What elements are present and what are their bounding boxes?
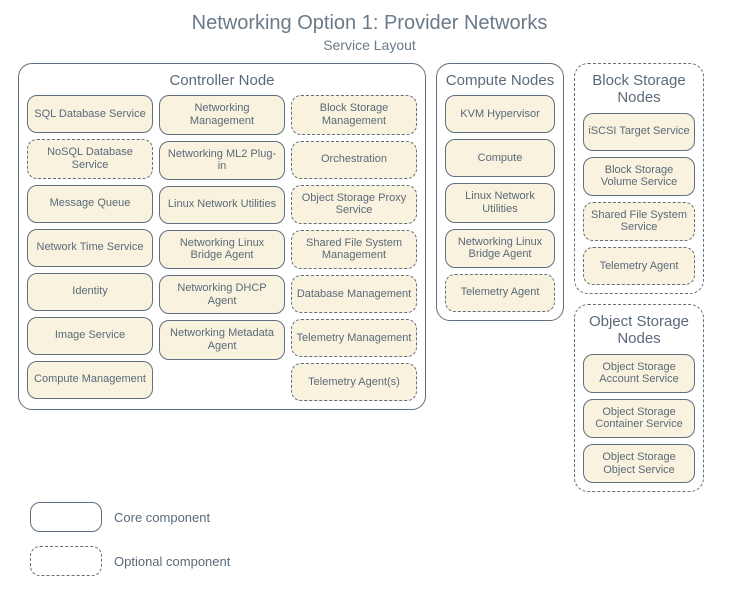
legend-swatch-core (30, 502, 102, 532)
component: Linux Network Utilities (159, 186, 285, 224)
component: Telemetry Agent (445, 274, 555, 312)
component: SQL Database Service (27, 95, 153, 133)
group-title-controller: Controller Node (27, 72, 417, 89)
legend-label-core: Core component (114, 510, 210, 525)
component: Compute (445, 139, 555, 177)
component: Networking DHCP Agent (159, 275, 285, 314)
legend: Core component Optional component (30, 502, 230, 576)
object-storage-stack: Object Storage Account Service Object St… (583, 354, 695, 484)
component: Telemetry Agent (583, 247, 695, 285)
controller-col-2: Block Storage Management Orchestration O… (291, 95, 417, 401)
legend-row-optional: Optional component (30, 546, 230, 576)
component: Orchestration (291, 141, 417, 179)
group-title-block-storage: Block Storage Nodes (583, 72, 695, 107)
right-column: Block Storage Nodes iSCSI Target Service… (574, 63, 704, 492)
legend-swatch-optional (30, 546, 102, 576)
component: Networking Linux Bridge Agent (445, 229, 555, 268)
group-controller: Controller Node SQL Database Service NoS… (18, 63, 426, 410)
component: Telemetry Agent(s) (291, 363, 417, 401)
component: Object Storage Object Service (583, 444, 695, 483)
group-title-compute: Compute Nodes (445, 72, 555, 89)
legend-row-core: Core component (30, 502, 230, 532)
component: Shared File System Management (291, 230, 417, 269)
compute-stack: KVM Hypervisor Compute Linux Network Uti… (445, 95, 555, 312)
component: KVM Hypervisor (445, 95, 555, 133)
page-subtitle: Service Layout (0, 37, 739, 53)
component: Object Storage Account Service (583, 354, 695, 393)
component: Networking ML2 Plug-in (159, 141, 285, 180)
controller-col-0: SQL Database Service NoSQL Database Serv… (27, 95, 153, 401)
component: Block Storage Management (291, 95, 417, 134)
group-title-object-storage: Object Storage Nodes (583, 313, 695, 348)
component: Networking Linux Bridge Agent (159, 230, 285, 269)
legend-label-optional: Optional component (114, 554, 230, 569)
component: Object Storage Proxy Service (291, 185, 417, 224)
component: Image Service (27, 317, 153, 355)
component: Networking Metadata Agent (159, 320, 285, 359)
component: Object Storage Container Service (583, 399, 695, 438)
component: Networking Management (159, 95, 285, 134)
component: Compute Management (27, 361, 153, 399)
component: Database Management (291, 275, 417, 313)
diagram-layout: Controller Node SQL Database Service NoS… (0, 63, 739, 492)
group-block-storage: Block Storage Nodes iSCSI Target Service… (574, 63, 704, 294)
component: Shared File System Service (583, 202, 695, 241)
component: Identity (27, 273, 153, 311)
component: Message Queue (27, 185, 153, 223)
component: NoSQL Database Service (27, 139, 153, 178)
component: iSCSI Target Service (583, 113, 695, 151)
component: Linux Network Utilities (445, 183, 555, 222)
component: Telemetry Management (291, 319, 417, 357)
block-storage-stack: iSCSI Target Service Block Storage Volum… (583, 113, 695, 286)
controller-col-1: Networking Management Networking ML2 Plu… (159, 95, 285, 401)
page-title: Networking Option 1: Provider Networks (0, 0, 739, 35)
controller-columns: SQL Database Service NoSQL Database Serv… (27, 95, 417, 401)
component: Network Time Service (27, 229, 153, 267)
group-object-storage: Object Storage Nodes Object Storage Acco… (574, 304, 704, 492)
component: Block Storage Volume Service (583, 157, 695, 196)
group-compute: Compute Nodes KVM Hypervisor Compute Lin… (436, 63, 564, 321)
